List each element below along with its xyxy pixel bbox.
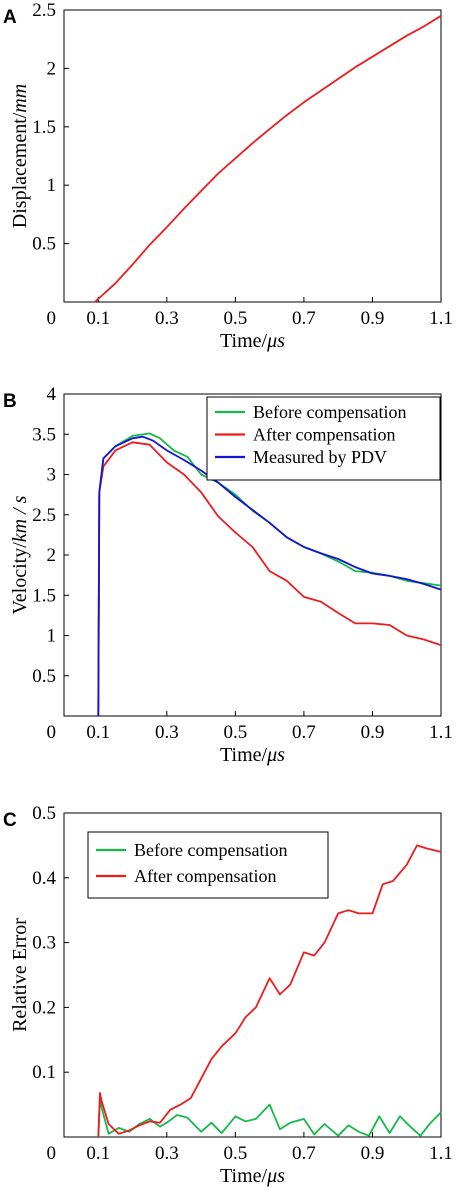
panel-b-series-line-3 (97, 435, 442, 717)
panel-b-ytick-label: 4 (47, 384, 57, 405)
panel-b-ytick-label: 3.5 (32, 424, 56, 445)
panel-a-ytick-label: 2 (47, 58, 57, 79)
panel-c-xtick-label: 0.1 (86, 1143, 110, 1164)
panel-b-x-axis-label: Time/μs (220, 744, 285, 766)
panel-b-xtick-label: 0.5 (223, 722, 247, 743)
panel-b-ytick-label: 0.5 (32, 666, 56, 687)
panel-a-xtick-label: 1.1 (429, 308, 453, 329)
panel-c-legend-box (87, 831, 329, 899)
panel-c-x-axis-label: Time/μs (220, 1165, 285, 1187)
panel-c-ytick-label: 0.1 (32, 1062, 56, 1083)
panel-b-xtick-label: 0.3 (155, 722, 179, 743)
panel-b-legend-box (206, 396, 441, 481)
panel-b-series-line-2 (97, 441, 442, 717)
panel-c-legend-label-2: After compensation (134, 866, 276, 886)
panel-b-label: B (3, 391, 17, 412)
panel-b-ytick-label: 3 (47, 465, 57, 486)
panel-a-y-axis-label: Displacement/mm (9, 84, 31, 228)
panel-b-legend-label-2: After compensation (253, 425, 395, 445)
panel-b-origin-label: 0 (47, 722, 57, 743)
panel-c-xtick-label: 1.1 (429, 1143, 453, 1164)
panel-a-xtick-label: 0.5 (223, 308, 247, 329)
panel-c-legend-label-1: Before compensation (134, 840, 287, 860)
panel-a-ytick-label: 0.5 (32, 234, 56, 255)
panel-a-origin-label: 0 (47, 308, 57, 329)
panel-b-y-axis-label: Velocity/km / s (9, 495, 31, 614)
panel-a-series-line-1 (94, 15, 442, 303)
panel-a-ytick-label: 1 (47, 175, 57, 196)
panel-a-x-axis-label: Time/μs (220, 330, 285, 352)
panel-c-ytick-label: 0.4 (32, 868, 56, 889)
panel-a-xtick-label: 0.3 (155, 308, 179, 329)
panel-b-legend-label-3: Measured by PDV (253, 447, 387, 467)
panel-a-xtick-label: 0.9 (361, 308, 385, 329)
panel-c-series-line-1 (97, 1095, 442, 1138)
panel-a-xtick-label: 0.7 (292, 308, 316, 329)
panel-c-ytick-label: 0.2 (32, 997, 56, 1018)
panel-b-xtick-label: 0.7 (292, 722, 316, 743)
panel-b-xtick-label: 0.1 (86, 722, 110, 743)
panel-c-ytick-label: 0.3 (32, 933, 56, 954)
panel-b-xtick-label: 1.1 (429, 722, 453, 743)
panel-b-ytick-label: 1.5 (32, 585, 56, 606)
panel-a-xtick-label: 0.1 (86, 308, 110, 329)
panel-c-label: C (3, 810, 17, 831)
panel-b-ytick-label: 2 (47, 545, 57, 566)
panel-c-y-axis-label: Relative Error (9, 918, 31, 1032)
panel-a-ytick-label: 1.5 (32, 117, 56, 138)
panel-a-ytick-label: 2.5 (32, 0, 56, 21)
panel-b-ytick-label: 1 (47, 626, 57, 647)
panel-c-xtick-label: 0.7 (292, 1143, 316, 1164)
panel-b-ytick-label: 2.5 (32, 505, 56, 526)
panel-c-axes-frame (63, 812, 442, 1138)
panel-c-xtick-label: 0.3 (155, 1143, 179, 1164)
panel-a-axes-frame (63, 9, 442, 303)
panel-c-xtick-label: 0.5 (223, 1143, 247, 1164)
panel-b-xtick-label: 0.9 (361, 722, 385, 743)
panel-b-legend-label-1: Before compensation (253, 402, 406, 422)
panel-c-series-line-2 (97, 844, 442, 1138)
panel-a-label: A (3, 7, 17, 28)
panel-c-origin-label: 0 (47, 1143, 57, 1164)
panel-c-xtick-label: 0.9 (361, 1143, 385, 1164)
panel-c-ytick-label: 0.5 (32, 803, 56, 824)
